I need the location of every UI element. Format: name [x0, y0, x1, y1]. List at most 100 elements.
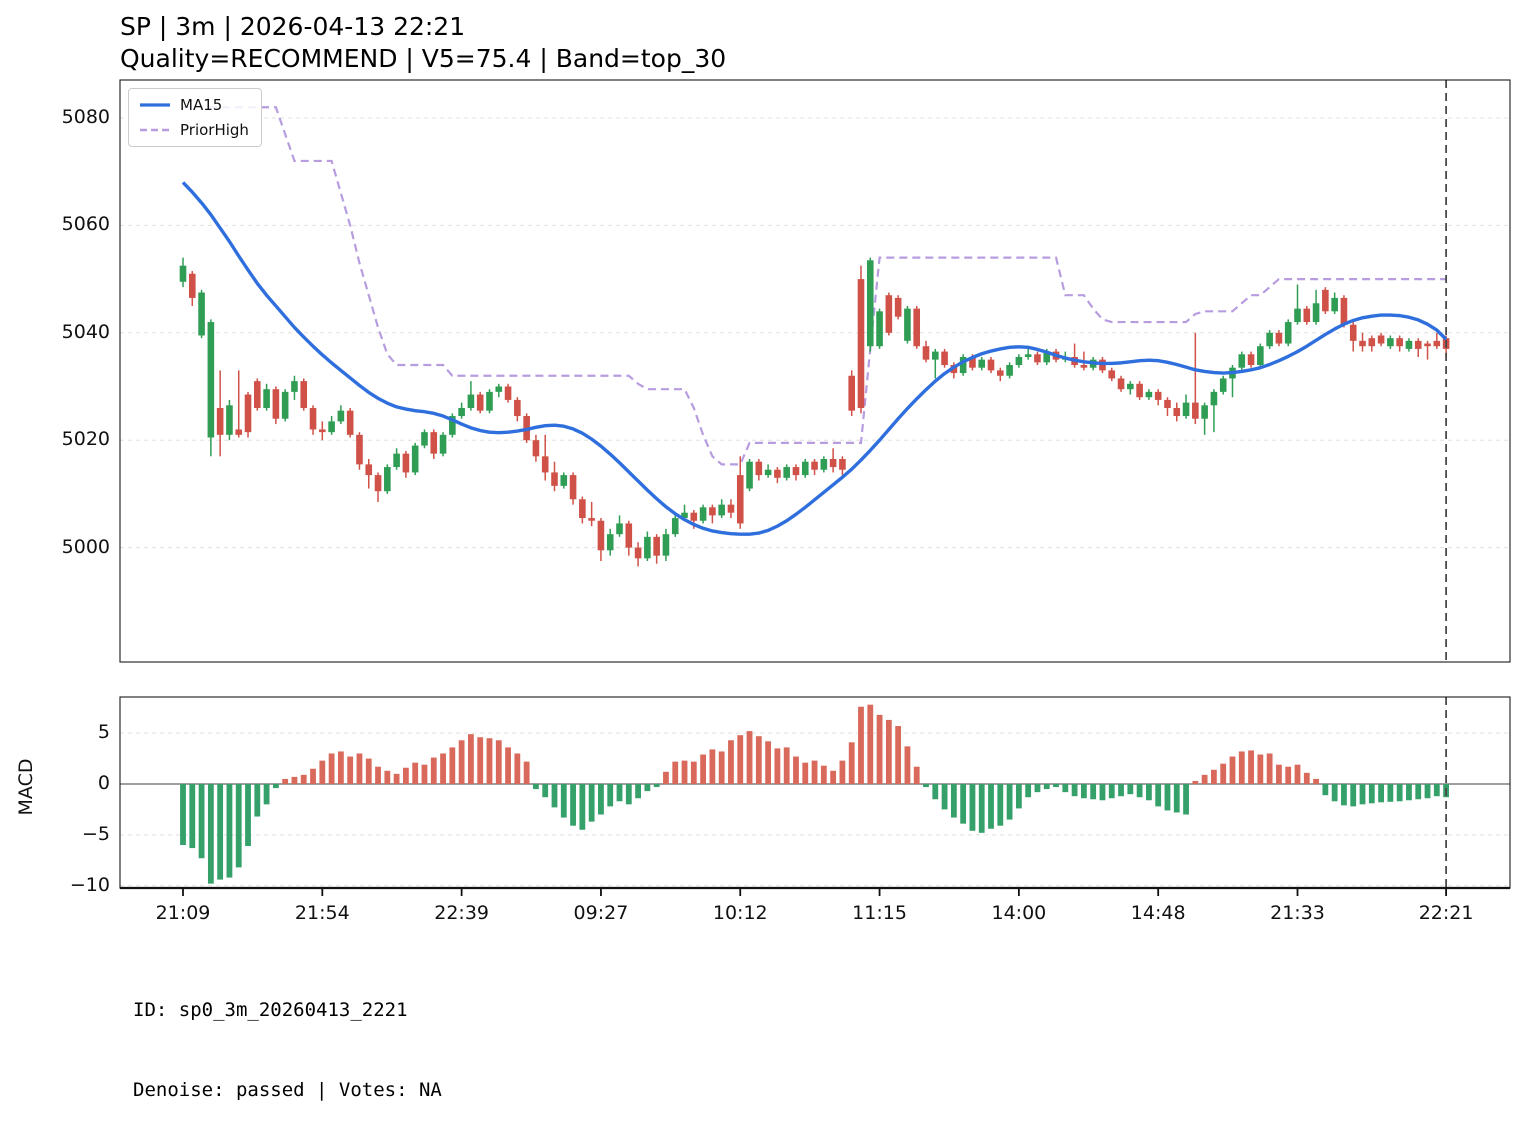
macd-bar	[505, 747, 511, 784]
macd-bar	[1155, 784, 1162, 807]
time-tick-label: 14:00	[991, 902, 1047, 924]
candle-body	[1043, 351, 1051, 363]
macd-bar	[1211, 769, 1217, 784]
macd-bar	[746, 731, 753, 784]
macd-bar	[1053, 784, 1059, 788]
candle-body	[393, 453, 400, 468]
candle-body	[718, 504, 725, 516]
candle-body	[1080, 365, 1088, 368]
candle-body	[755, 461, 763, 476]
candle-body	[857, 279, 865, 408]
candle-body	[1024, 354, 1032, 357]
macd-bar	[1266, 753, 1273, 784]
macd-bar	[867, 704, 874, 784]
candle-body	[709, 507, 716, 516]
macd-bar	[978, 784, 985, 833]
macd-bar	[1136, 784, 1143, 798]
macd-bar	[1415, 784, 1422, 800]
macd-bar	[217, 784, 224, 880]
price-tick-label: 5020	[61, 428, 110, 451]
candle-body	[839, 458, 846, 470]
footer-line-id: ID: sp0_3m_20260413_2221	[133, 998, 408, 1021]
macd-bar	[1350, 784, 1357, 807]
candle-body	[699, 507, 707, 521]
candle-body	[1210, 391, 1218, 406]
priorhigh-line-swatch	[140, 128, 170, 132]
candle-body	[894, 297, 902, 317]
macd-bar	[1183, 784, 1189, 815]
macd-bar	[1080, 784, 1087, 799]
chart-title: SP | 3m | 2026-04-13 22:21	[120, 12, 466, 41]
candle-body	[1424, 343, 1431, 347]
macd-bar	[765, 741, 772, 784]
macd-bar	[1006, 784, 1013, 820]
macd-bar	[542, 784, 549, 798]
macd-bar	[885, 719, 892, 784]
macd-bar	[1062, 784, 1069, 793]
macd-bar	[1406, 784, 1412, 801]
macd-bar	[950, 784, 957, 818]
candle-body	[532, 440, 540, 457]
time-tick-label: 22:21	[1418, 902, 1474, 924]
candle-body	[746, 461, 753, 489]
candle-body	[430, 432, 438, 454]
macd-bar	[607, 784, 614, 807]
candle-body	[514, 399, 521, 417]
candle-body	[1145, 391, 1153, 398]
candle-body	[254, 381, 261, 408]
macd-bar	[783, 747, 790, 784]
candle-body	[876, 311, 883, 347]
macd-bar	[616, 784, 623, 802]
macd-bar	[1034, 784, 1041, 793]
candle-body	[541, 456, 549, 473]
candle-body	[1182, 402, 1190, 417]
legend-item-priorhigh: PriorHigh	[139, 121, 249, 139]
macd-bar	[282, 778, 289, 784]
macd-bar	[356, 753, 363, 784]
macd-bar	[1433, 784, 1440, 797]
candle-body	[625, 523, 633, 548]
candle-body	[300, 381, 308, 408]
candle-body	[291, 381, 298, 392]
legend-item-ma15: MA15	[139, 96, 249, 114]
price-tick-label: 5080	[61, 106, 110, 128]
candle-body	[1136, 383, 1143, 398]
macd-bar	[440, 753, 446, 784]
candle-body	[904, 308, 911, 341]
macd-bar	[635, 784, 641, 799]
macd-bar	[755, 736, 762, 784]
macd-bar	[365, 758, 372, 784]
macd-bar	[1322, 784, 1329, 796]
candle-body	[690, 512, 698, 521]
candle-body	[421, 432, 428, 446]
candle-body	[829, 458, 837, 468]
macd-bar	[235, 784, 242, 868]
macd-bar	[1378, 784, 1384, 803]
macd-bar	[653, 784, 660, 788]
candle-body	[281, 391, 289, 419]
candle-body	[309, 407, 317, 430]
macd-bar	[533, 784, 539, 790]
macd-bar	[913, 766, 920, 784]
candle-body	[328, 421, 335, 433]
macd-bar	[1015, 784, 1022, 809]
macd-bar	[337, 751, 344, 784]
candle-body	[319, 429, 326, 433]
candle-body	[495, 386, 503, 392]
candle-body	[569, 475, 577, 500]
macd-bar	[588, 784, 595, 822]
candle-body	[1405, 340, 1413, 349]
time-tick-label: 14:48	[1130, 902, 1186, 924]
candle-body	[644, 536, 651, 559]
candle-body	[337, 410, 345, 422]
candle-body	[1312, 303, 1320, 323]
candle-body	[1006, 365, 1013, 376]
macd-bar	[690, 761, 697, 784]
candle-body	[783, 467, 790, 478]
candle-body	[216, 407, 224, 435]
pane-frame	[119, 79, 1511, 663]
candle-body	[1331, 297, 1338, 312]
macd-bar	[1424, 784, 1431, 799]
macd-bar	[291, 776, 298, 784]
